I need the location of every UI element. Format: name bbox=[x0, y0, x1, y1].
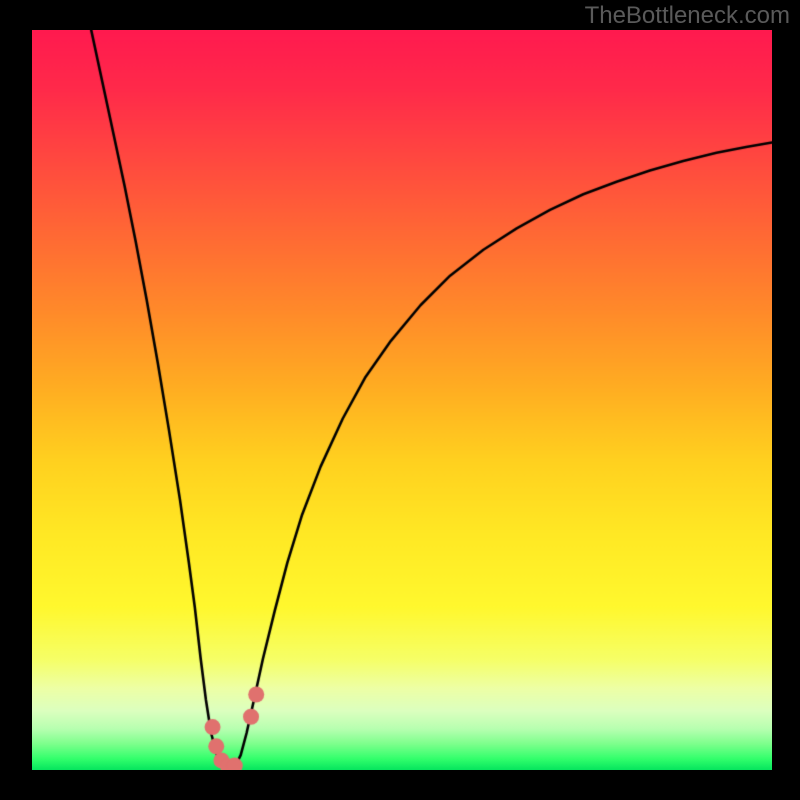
chart-container: TheBottleneck.com bbox=[0, 0, 800, 800]
watermark-label: TheBottleneck.com bbox=[585, 2, 790, 30]
bottleneck-curve-plot bbox=[32, 30, 772, 770]
